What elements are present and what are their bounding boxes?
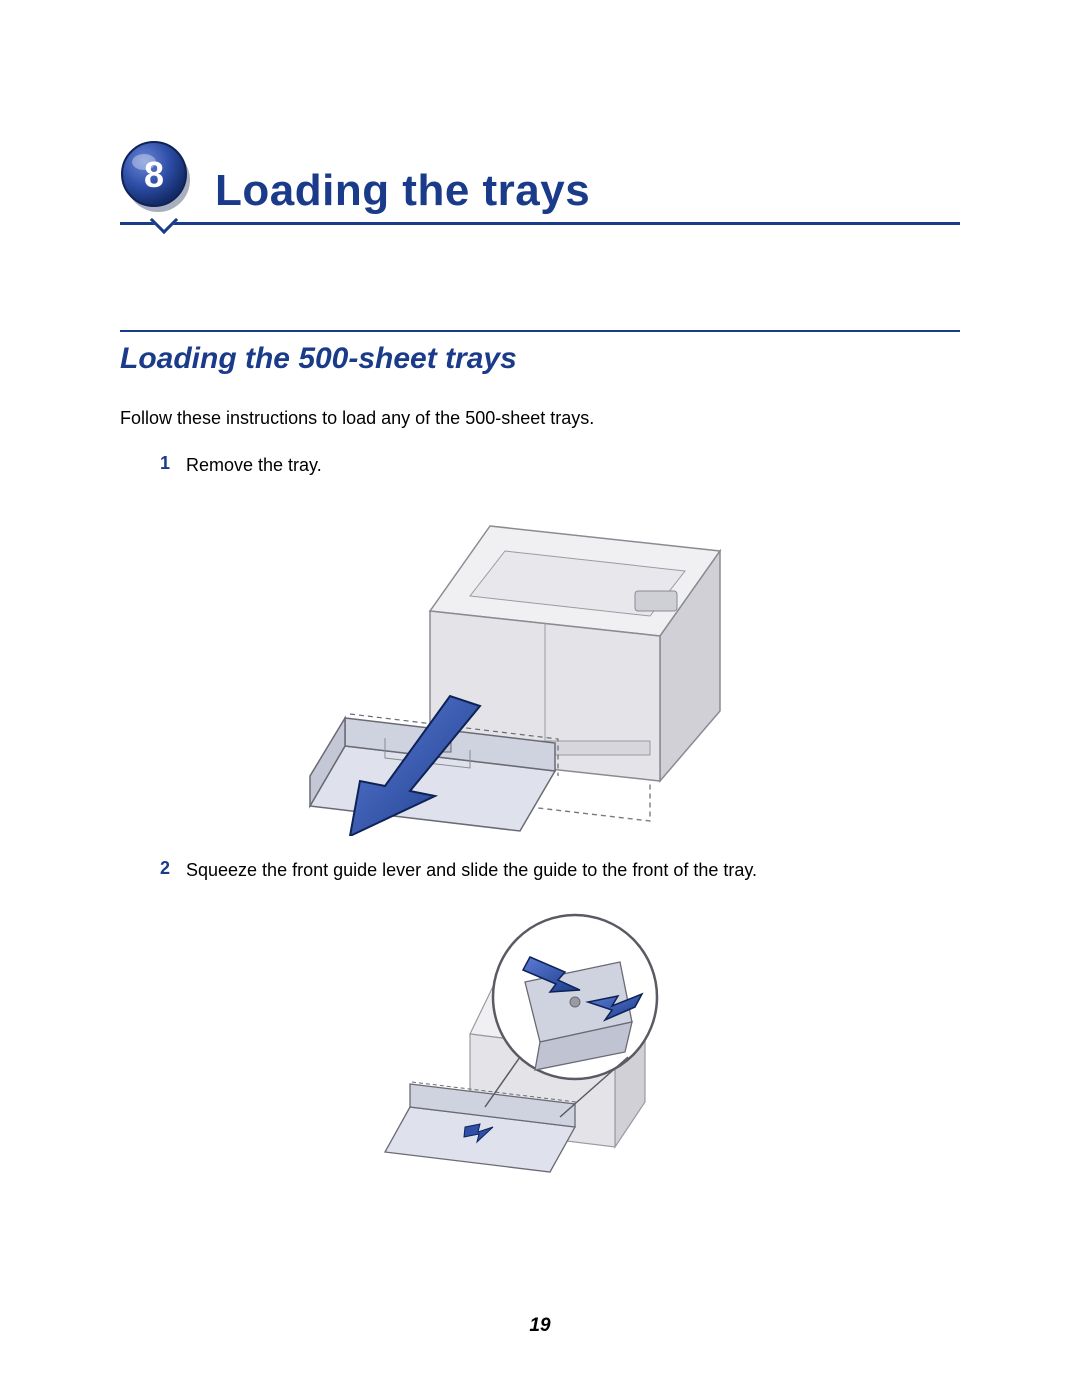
chapter-number-text: 8 [144, 154, 164, 195]
section-title: Loading the 500-sheet trays [120, 342, 960, 376]
chapter-header: 8 Loading the trays [120, 140, 960, 270]
figure-1 [120, 496, 960, 836]
chapter-title: Loading the trays [215, 166, 590, 216]
figure-2 [120, 902, 960, 1182]
step-1: 1 Remove the tray. [120, 453, 960, 478]
step-number: 2 [160, 858, 186, 883]
step-text: Remove the tray. [186, 453, 322, 478]
step-number: 1 [160, 453, 186, 478]
section-rule [120, 330, 960, 332]
step-2: 2 Squeeze the front guide lever and slid… [120, 858, 960, 883]
intro-text: Follow these instructions to load any of… [120, 406, 960, 431]
chapter-number-badge: 8 [120, 140, 192, 212]
chapter-rule [120, 222, 960, 225]
step-text: Squeeze the front guide lever and slide … [186, 858, 757, 883]
section: Loading the 500-sheet trays [120, 330, 960, 376]
page-number: 19 [0, 1315, 1080, 1337]
